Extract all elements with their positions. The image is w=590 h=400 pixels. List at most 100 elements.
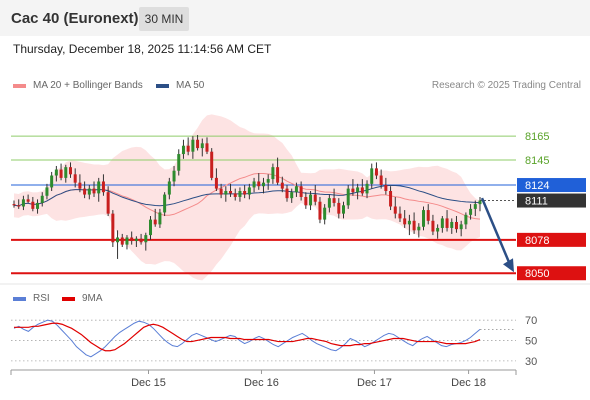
candle-body xyxy=(464,214,468,225)
candle-body xyxy=(346,188,350,206)
candle xyxy=(45,183,49,200)
level-label-8165: 8165 xyxy=(525,131,549,143)
candle xyxy=(233,188,237,201)
candle-body xyxy=(445,218,449,228)
candle-body xyxy=(285,188,289,199)
candle xyxy=(12,200,16,208)
candle xyxy=(374,162,378,180)
level-label-8111: 8111 xyxy=(525,196,548,208)
candle xyxy=(106,186,110,217)
x-axis: Dec 15 Dec 16 Dec 17 Dec 18 xyxy=(10,369,517,389)
candle xyxy=(191,136,195,159)
candle-body xyxy=(318,201,322,220)
candle-body xyxy=(294,186,298,193)
level-labels: 8165 8145 8124 8111 8078 8050 xyxy=(517,131,586,281)
candle-body xyxy=(149,219,153,236)
candle-body xyxy=(412,220,416,231)
candle-body xyxy=(36,202,40,209)
candle-body xyxy=(45,187,49,196)
candle-body xyxy=(73,174,77,183)
candle-body xyxy=(83,188,87,195)
candle-body xyxy=(379,175,383,186)
candle-body xyxy=(116,237,120,243)
forecast-arrow-head xyxy=(503,258,514,273)
candle xyxy=(87,185,91,200)
candle-body xyxy=(134,238,138,242)
candle-body xyxy=(247,187,251,195)
candle xyxy=(454,216,458,233)
candle-body xyxy=(210,151,214,178)
candle-body xyxy=(374,168,378,176)
candle-body xyxy=(229,191,233,194)
candle-body xyxy=(327,198,331,208)
candle xyxy=(280,176,284,193)
bollinger-band-area xyxy=(14,114,480,281)
timeframe-button[interactable]: 30 MIN xyxy=(139,7,189,31)
candle xyxy=(97,177,101,202)
rsi-panel: 70 50 30 xyxy=(11,315,537,368)
candle-body xyxy=(172,170,176,182)
candle-body xyxy=(450,221,454,228)
candle xyxy=(351,179,355,196)
legend-9ma: 9MA xyxy=(62,293,103,304)
candle-body xyxy=(243,191,247,195)
rsi-swatch xyxy=(13,296,26,301)
level-box-8124 xyxy=(517,178,586,193)
candle xyxy=(130,231,134,245)
candle-body xyxy=(252,181,256,188)
candle-body xyxy=(276,167,280,183)
candle xyxy=(83,181,87,199)
candle xyxy=(393,196,397,219)
candle-body xyxy=(120,237,124,245)
candle-body xyxy=(101,181,105,193)
candle-body xyxy=(97,181,101,194)
timestamp: Thursday, December 18, 2025 11:14:56 AM … xyxy=(13,42,272,56)
candle xyxy=(40,192,44,207)
candle xyxy=(17,199,21,209)
candle-body xyxy=(351,188,355,193)
candle xyxy=(299,181,303,201)
candle-body xyxy=(337,202,341,214)
forecast xyxy=(480,197,514,273)
rsi-line xyxy=(13,319,481,358)
credit-text: Research © 2025 Trading Central xyxy=(431,80,581,91)
candle-body xyxy=(257,181,261,187)
candle-body xyxy=(17,205,21,207)
candle-body xyxy=(431,220,435,232)
candle xyxy=(403,210,407,228)
candle-body xyxy=(12,204,16,206)
candle-body xyxy=(31,201,35,209)
candle-body xyxy=(403,218,407,225)
legend-ma50-label: MA 50 xyxy=(176,80,205,91)
level-box-8078 xyxy=(517,232,586,247)
candle-body xyxy=(469,208,473,215)
level-label-8078: 8078 xyxy=(525,235,549,247)
candle xyxy=(294,182,298,197)
instrument-title: Cac 40 (Euronext) xyxy=(11,10,139,27)
legend-9ma-label: 9MA xyxy=(82,293,103,304)
candle-body xyxy=(384,185,388,191)
candle xyxy=(36,199,40,214)
candle-body xyxy=(59,169,63,178)
candle-body xyxy=(50,175,54,188)
candle-body xyxy=(106,192,110,214)
candle xyxy=(153,208,157,227)
ma50-line xyxy=(13,184,481,207)
candle xyxy=(238,187,242,202)
candle-body xyxy=(313,194,317,202)
candle-body xyxy=(436,227,440,232)
level-label-8124: 8124 xyxy=(525,180,549,192)
candle-body xyxy=(219,188,223,195)
candle xyxy=(440,216,444,233)
rsi-tick-70: 70 xyxy=(525,315,537,327)
candle-body xyxy=(139,238,143,243)
candle-body xyxy=(370,168,374,184)
candle xyxy=(417,223,421,238)
candle xyxy=(158,208,162,228)
candle xyxy=(101,174,105,196)
candle-body xyxy=(130,237,134,242)
bollinger-band xyxy=(14,114,480,281)
candle-body xyxy=(40,195,44,203)
candle xyxy=(356,183,360,200)
